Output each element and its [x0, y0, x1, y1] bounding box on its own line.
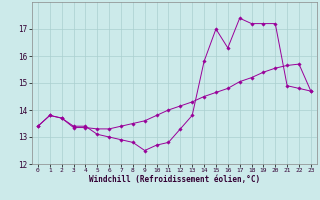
X-axis label: Windchill (Refroidissement éolien,°C): Windchill (Refroidissement éolien,°C) — [89, 175, 260, 184]
